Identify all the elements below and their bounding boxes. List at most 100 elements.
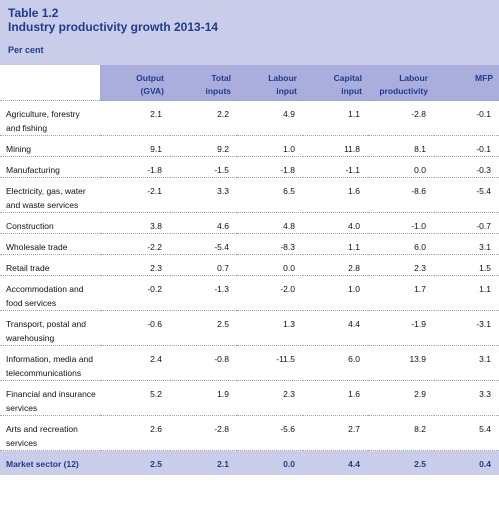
cell-value: 1.1 — [303, 100, 368, 136]
table-label: Table 1.2 — [8, 6, 59, 20]
cell-value: -2.2 — [100, 233, 170, 255]
cell-value: 4.8 — [237, 212, 303, 234]
cell-value: 1.5 — [434, 254, 499, 276]
cell-value: -0.2 — [100, 275, 170, 311]
cell-value: -1.9 — [368, 310, 434, 346]
cell-value: 0.0 — [237, 450, 303, 475]
cell-value: 2.3 — [100, 254, 170, 276]
table-row: Market sector (12) 2.5 2.1 0.0 4.4 2.5 0.4 — [0, 450, 499, 475]
header-row: Output (GVA) Total inputs Labour input Capital… — [0, 65, 499, 101]
header-line: Capital — [333, 73, 362, 83]
cell-value: 3.3 — [170, 177, 237, 213]
row-label: Wholesale trade — [0, 233, 100, 255]
table-row: Electricity, gas, water and waste servic… — [0, 177, 499, 213]
cell-value: -2.8 — [368, 100, 434, 136]
cell-value: 1.0 — [237, 135, 303, 157]
header-line: Labour — [268, 73, 297, 83]
cell-value: 2.5 — [100, 450, 170, 475]
row-label: Electricity, gas, water and waste servic… — [0, 177, 100, 213]
cell-value: 6.5 — [237, 177, 303, 213]
row-label: Information, media and telecommunication… — [0, 345, 100, 381]
table-header: Table 1.2 Industry productivity growth 2… — [0, 0, 499, 65]
table-row: Wholesale trade -2.2 -5.4 -8.3 1.1 6.0 3.1 — [0, 233, 499, 255]
data-table: Output (GVA) Total inputs Labour input Capital… — [0, 65, 499, 475]
column-header: Output (GVA) — [100, 65, 170, 101]
cell-value: -1.0 — [368, 212, 434, 234]
table-row: Agriculture, forestry and fishing 2.1 2.2 4… — [0, 100, 499, 136]
cell-value: -0.8 — [170, 345, 237, 381]
header-line: (GVA) — [140, 86, 164, 96]
cell-value: -1.8 — [237, 156, 303, 178]
cell-value: -8.6 — [368, 177, 434, 213]
cell-value: 6.0 — [368, 233, 434, 255]
column-header: MFP — [434, 65, 499, 101]
header-line: input — [276, 86, 297, 96]
header-line: Total — [211, 73, 231, 83]
cell-value: 2.3 — [368, 254, 434, 276]
cell-value: 2.1 — [100, 100, 170, 136]
cell-value: 9.2 — [170, 135, 237, 157]
cell-value: 6.0 — [303, 345, 368, 381]
row-label: Agriculture, forestry and fishing — [0, 100, 100, 136]
cell-value: -0.6 — [100, 310, 170, 346]
header-line: input — [341, 86, 362, 96]
row-label: Arts and recreation services — [0, 415, 100, 451]
cell-value: 2.8 — [303, 254, 368, 276]
cell-value: 4.6 — [170, 212, 237, 234]
cell-value: 2.2 — [170, 100, 237, 136]
cell-value: 2.4 — [100, 345, 170, 381]
table-row: Arts and recreation services 2.6 -2.8 -5.6 2… — [0, 415, 499, 451]
row-label: Construction — [0, 212, 100, 234]
cell-value: 1.6 — [303, 177, 368, 213]
cell-value: -2.1 — [100, 177, 170, 213]
row-label: Accommodation and food services — [0, 275, 100, 311]
cell-value: 0.7 — [170, 254, 237, 276]
cell-value: 1.1 — [303, 233, 368, 255]
column-header: Labour productivity — [368, 65, 434, 101]
cell-value: 2.5 — [170, 310, 237, 346]
table-row: Financial and insurance services 5.2 1.9 2.… — [0, 380, 499, 416]
table-row: Mining 9.1 9.2 1.0 11.8 8.1 -0.1 — [0, 135, 499, 157]
row-label: Market sector (12) — [0, 450, 100, 475]
cell-value: 1.3 — [237, 310, 303, 346]
cell-value: -1.3 — [170, 275, 237, 311]
table-row: Accommodation and food services -0.2 -1.3-… — [0, 275, 499, 311]
cell-value: 2.7 — [303, 415, 368, 451]
unit-label: Per cent — [8, 45, 44, 55]
cell-value: 3.1 — [434, 345, 499, 381]
cell-value: 9.1 — [100, 135, 170, 157]
table-row: Retail trade 2.3 0.7 0.0 2.8 2.3 1.5 — [0, 254, 499, 276]
corner — [0, 65, 100, 101]
cell-value: 2.6 — [100, 415, 170, 451]
cell-value: 0.0 — [237, 254, 303, 276]
header-line: Labour — [399, 73, 428, 83]
cell-value: -0.1 — [434, 100, 499, 136]
cell-value: 1.6 — [303, 380, 368, 416]
column-header: Capital input — [303, 65, 368, 101]
row-label: Mining — [0, 135, 100, 157]
cell-value: -1.5 — [170, 156, 237, 178]
cell-value: 5.2 — [100, 380, 170, 416]
cell-value: 2.1 — [170, 450, 237, 475]
header-line: Output — [136, 73, 164, 83]
column-header: Labour input — [237, 65, 303, 101]
table-row: Information, media and telecommunication… — [0, 345, 499, 381]
header-line: inputs — [205, 86, 232, 96]
column-header: Total inputs — [170, 65, 237, 101]
cell-value: -0.3 — [434, 156, 499, 178]
cell-value: 3.8 — [100, 212, 170, 234]
cell-value: 1.7 — [368, 275, 434, 311]
cell-value: -1.8 — [100, 156, 170, 178]
cell-value: 0.4 — [434, 450, 499, 475]
cell-value: 1.9 — [170, 380, 237, 416]
cell-value: -8.3 — [237, 233, 303, 255]
cell-value: 4.4 — [303, 450, 368, 475]
table-row: Transport, postal and warehousing -0.6 2.5… — [0, 310, 499, 346]
cell-value: 4.9 — [237, 100, 303, 136]
cell-value: 2.5 — [368, 450, 434, 475]
cell-value: 1.0 — [303, 275, 368, 311]
cell-value: 11.8 — [303, 135, 368, 157]
cell-value: -0.7 — [434, 212, 499, 234]
row-label: Retail trade — [0, 254, 100, 276]
